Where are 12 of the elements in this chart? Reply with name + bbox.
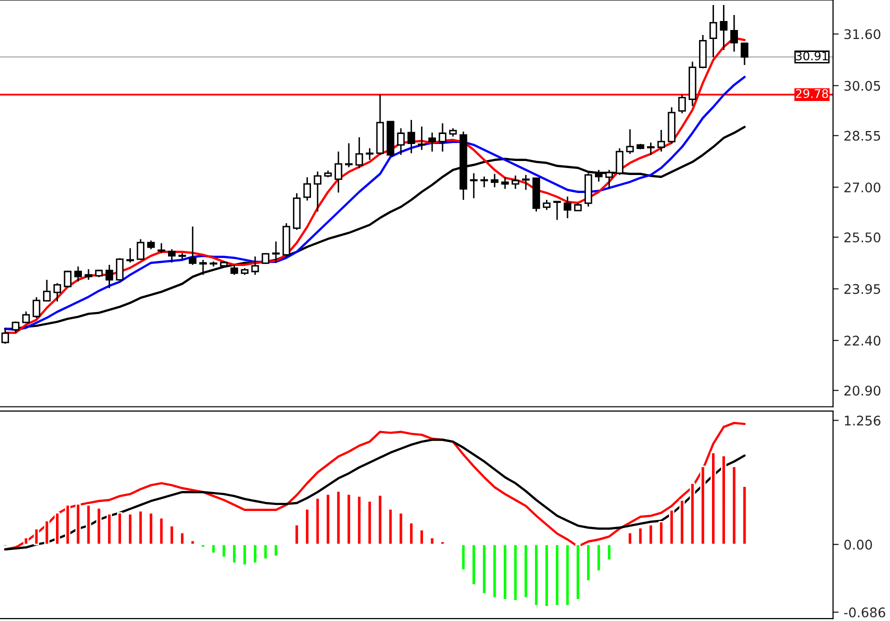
y-tick-label: 31.60: [844, 29, 880, 40]
y-tick-label: 25.50: [844, 232, 880, 242]
y-tick-label: -0.686: [844, 607, 886, 618]
y-tick-label: 0.00: [844, 540, 872, 550]
y-tick-label: 30.05: [844, 80, 880, 91]
y-tick-label: 1.256: [844, 416, 880, 426]
y-tick-label: 23.95: [844, 284, 880, 294]
ref-line-label: 29.78: [796, 89, 828, 98]
y-tick-label: 27.00: [844, 182, 880, 192]
y-tick-label: 22.40: [844, 336, 880, 346]
y-tick-label: 28.55: [844, 130, 880, 141]
y-tick-label: 20.90: [844, 386, 880, 396]
